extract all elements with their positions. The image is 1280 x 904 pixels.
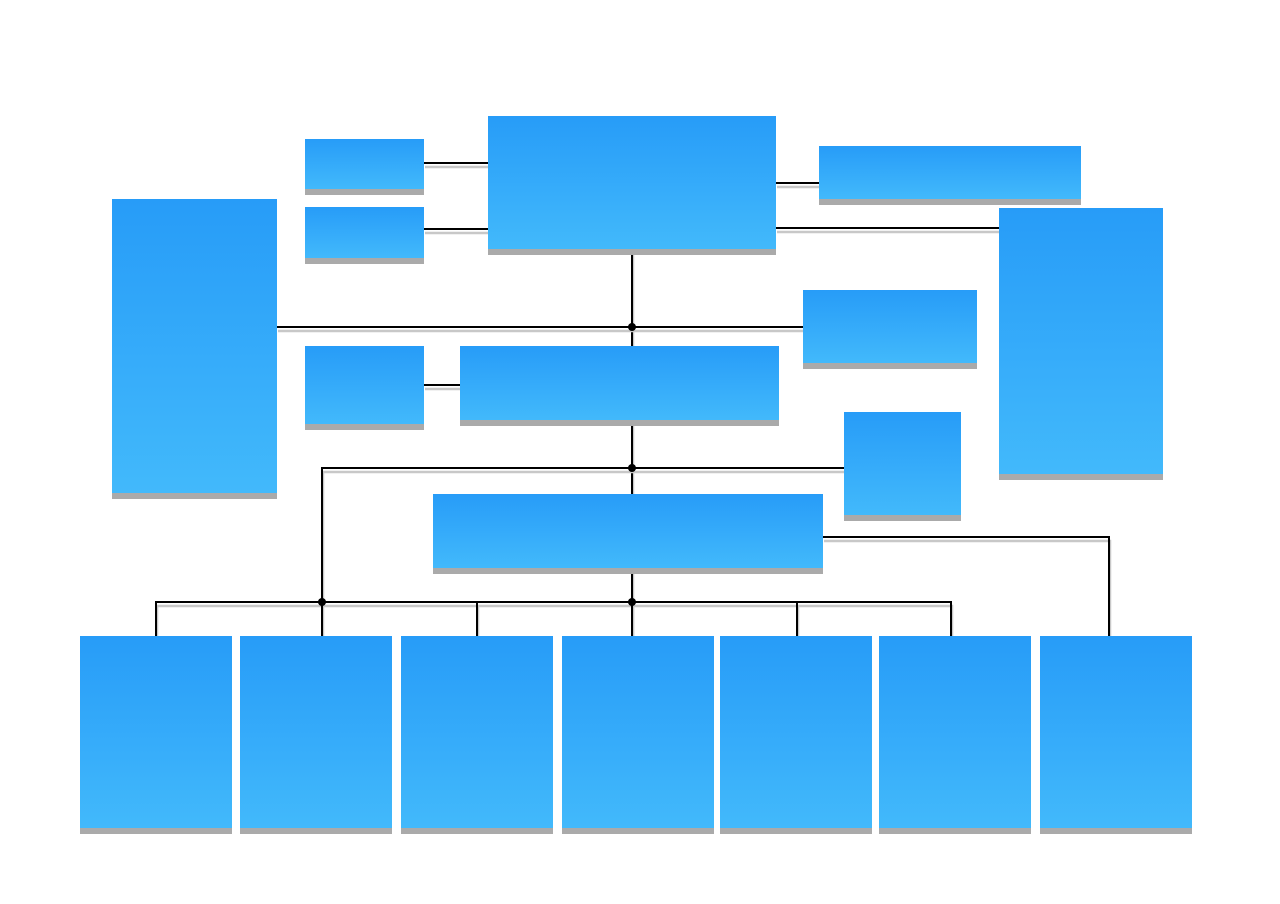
org-node: [562, 636, 714, 834]
org-node: [879, 636, 1031, 834]
node-box: [305, 207, 424, 258]
node-box: [401, 636, 553, 828]
connector-line: [823, 536, 1110, 636]
node-box: [460, 346, 779, 420]
org-node: [433, 494, 823, 574]
node-box: [240, 636, 392, 828]
org-node: [240, 636, 392, 834]
node-box: [488, 116, 776, 249]
node-box: [305, 139, 424, 189]
org-node: [999, 208, 1163, 480]
node-box: [879, 636, 1031, 828]
node-box: [1040, 636, 1192, 828]
org-node: [844, 412, 961, 521]
node-box: [999, 208, 1163, 474]
node-box: [803, 290, 977, 363]
nodes: [80, 116, 1192, 834]
org-node: [803, 290, 977, 369]
org-node: [305, 346, 424, 430]
node-box: [720, 636, 872, 828]
junction-dot: [318, 598, 326, 606]
junction-dot: [628, 464, 636, 472]
junction-dot: [628, 323, 636, 331]
org-node: [112, 199, 277, 499]
org-node: [460, 346, 779, 426]
org-node: [720, 636, 872, 834]
junction-dot: [628, 598, 636, 606]
org-node: [305, 139, 424, 195]
connector-shadow: [155, 604, 954, 640]
node-box: [844, 412, 961, 515]
junctions: [318, 323, 636, 606]
node-box: [819, 146, 1081, 199]
org-node: [488, 116, 776, 255]
connector-line: [155, 601, 952, 636]
connector-line: [321, 467, 844, 602]
node-box: [433, 494, 823, 568]
node-box: [305, 346, 424, 424]
org-node: [80, 636, 232, 834]
org-node: [401, 636, 553, 834]
connector-shadow: [824, 539, 1112, 640]
org-node: [305, 207, 424, 264]
node-box: [112, 199, 277, 493]
node-box: [562, 636, 714, 828]
org-node: [1040, 636, 1192, 834]
org-node: [819, 146, 1081, 205]
node-box: [80, 636, 232, 828]
connectors: [155, 162, 1112, 640]
